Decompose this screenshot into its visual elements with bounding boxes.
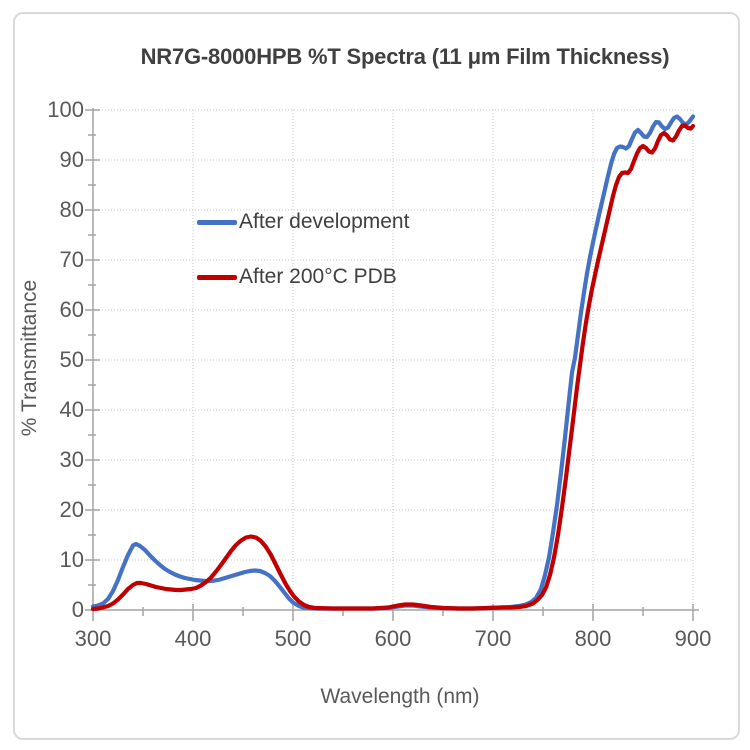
legend-item-after-development: After development	[197, 210, 409, 234]
x-tick-label: 900	[674, 626, 712, 651]
x-tick-label: 700	[474, 626, 512, 651]
y-tick-label: 50	[59, 347, 84, 372]
y-axis-title: % Transmittance	[18, 279, 41, 437]
y-tick-label: 0	[71, 597, 84, 622]
legend-line-swatch-red	[197, 274, 237, 280]
y-tick-label: 70	[59, 247, 84, 272]
x-tick-label: 500	[274, 626, 312, 651]
legend-label: After 200°C PDB	[239, 265, 397, 288]
x-tick-label: 400	[174, 626, 212, 651]
y-tick-label: 10	[59, 547, 84, 572]
y-tick-label: 20	[59, 497, 84, 522]
x-tick-label: 800	[574, 626, 612, 651]
legend: After development After 200°C PDB	[197, 210, 409, 320]
y-tick-label: 30	[59, 447, 84, 472]
x-axis-title: Wavelength (nm)	[320, 685, 480, 708]
y-tick-label: 100	[47, 97, 84, 122]
y-tick-label: 90	[59, 147, 84, 172]
legend-line-swatch-blue	[197, 219, 237, 225]
x-tick-label: 600	[374, 626, 412, 651]
y-tick-label: 40	[59, 397, 84, 422]
chart-title: NR7G-8000HPB %T Spectra (11 μm Film Thic…	[140, 44, 670, 69]
y-tick-label: 80	[59, 197, 84, 222]
legend-label: After development	[239, 210, 410, 233]
chart-frame	[13, 12, 740, 740]
x-tick-label: 300	[74, 626, 112, 651]
y-tick-label: 60	[59, 297, 84, 322]
legend-item-after-200c-pdb: After 200°C PDB	[197, 265, 409, 289]
curve-after-200c-pdb	[90, 123, 696, 612]
